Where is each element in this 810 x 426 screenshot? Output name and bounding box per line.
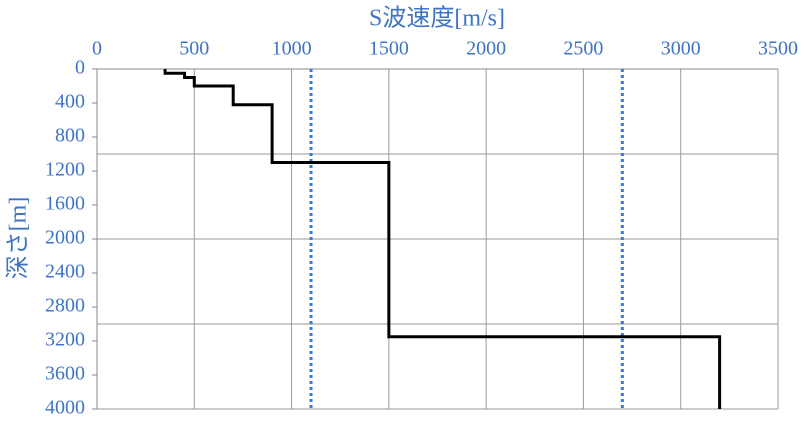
x-tick-label: 3000 bbox=[661, 38, 701, 60]
x-tick-label: 500 bbox=[179, 38, 209, 60]
data-line bbox=[163, 69, 722, 409]
y-tick-label: 1600 bbox=[45, 193, 85, 215]
x-tick-label: 2000 bbox=[466, 38, 506, 60]
x-axis-title: S波速度[m/s] bbox=[369, 5, 505, 32]
y-tick-label: 3600 bbox=[45, 363, 85, 385]
y-tick-label: 400 bbox=[55, 91, 85, 113]
y-tick-label: 2800 bbox=[45, 295, 85, 317]
y-tick-label: 0 bbox=[75, 57, 85, 79]
y-tick-label: 1200 bbox=[45, 159, 85, 181]
y-tick-label: 3200 bbox=[45, 329, 85, 351]
y-tick-label: 4000 bbox=[45, 397, 85, 419]
x-tick-label: 0 bbox=[92, 38, 102, 60]
y-tick-label: 2400 bbox=[45, 261, 85, 283]
y-axis-title: 深さ[m] bbox=[5, 197, 32, 280]
x-tick-label: 2500 bbox=[563, 38, 603, 60]
y-tick-label: 2000 bbox=[45, 227, 85, 249]
x-tick-label: 1500 bbox=[369, 38, 409, 60]
y-tick-label: 800 bbox=[55, 125, 85, 147]
x-tick-label: 1000 bbox=[272, 38, 312, 60]
x-tick-label: 3500 bbox=[758, 38, 798, 60]
